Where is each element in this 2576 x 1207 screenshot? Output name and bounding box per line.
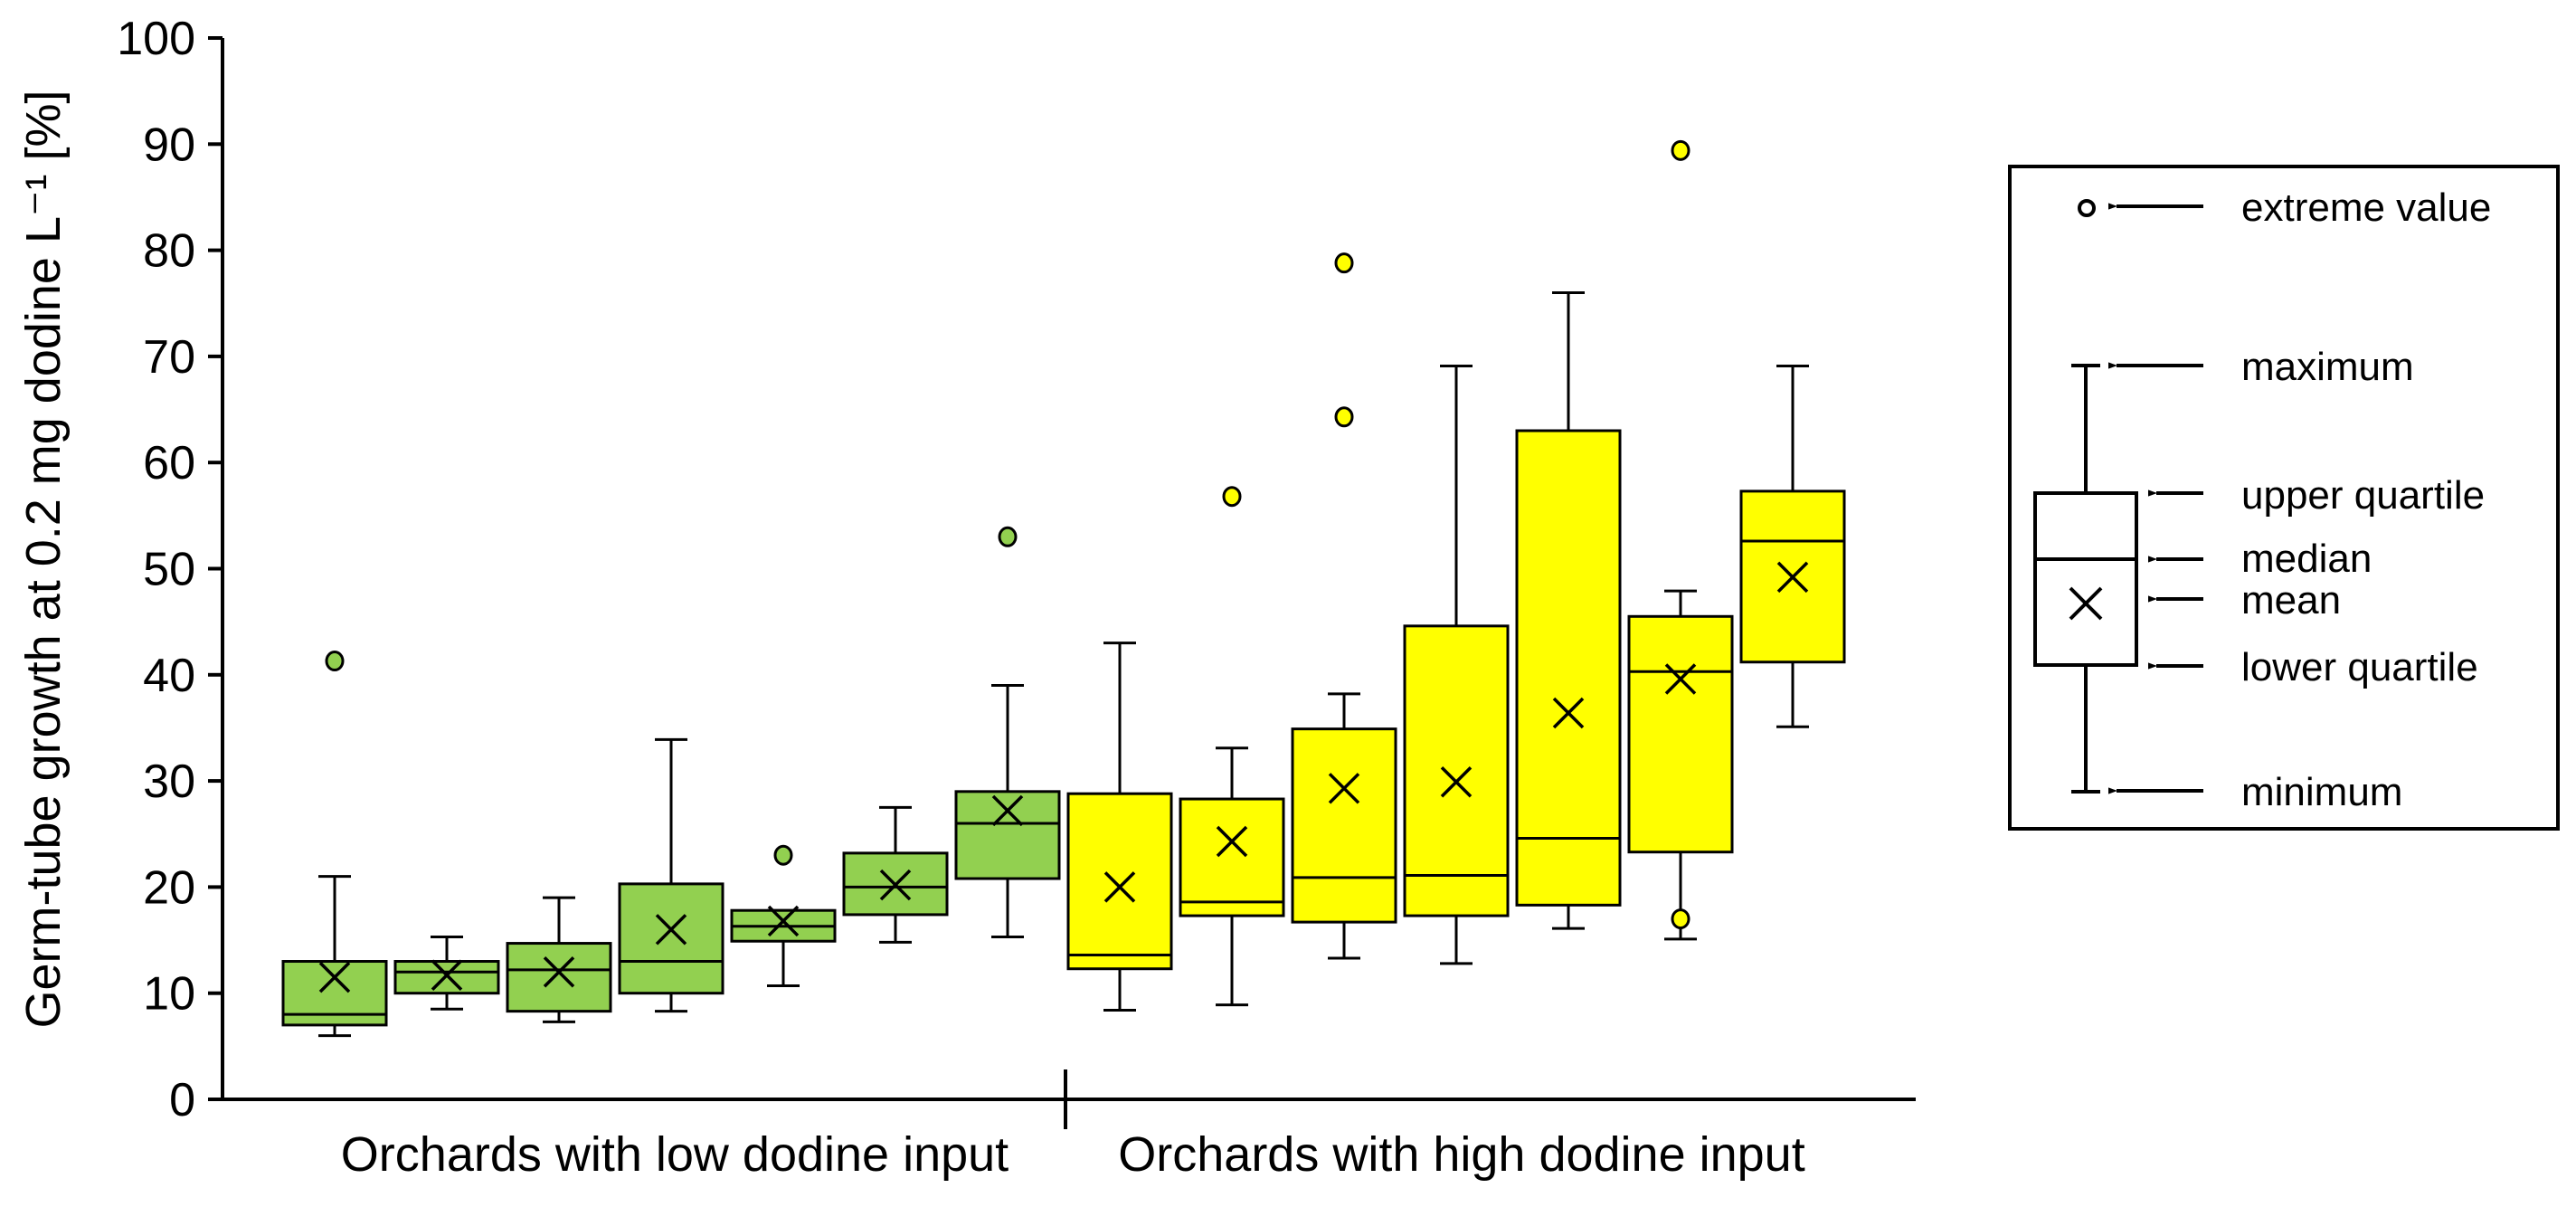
legend-label-mean: mean <box>2241 578 2341 623</box>
mean-marker <box>318 961 351 993</box>
outlier-point <box>773 844 793 866</box>
box-iqr <box>1291 727 1397 924</box>
mean-marker <box>431 959 463 991</box>
mean-marker <box>1664 663 1697 695</box>
box-iqr <box>1403 624 1510 917</box>
mean-marker <box>655 914 687 946</box>
axes: 0 10 20 30 40 50 60 70 80 90 100 <box>117 13 1916 1129</box>
y-tick-label: 10 <box>143 968 195 1021</box>
outlier-point <box>1671 139 1690 161</box>
legend-mean-marker-b <box>2069 586 2103 621</box>
mean-marker <box>1776 561 1809 594</box>
mean-marker <box>1216 825 1248 858</box>
y-tick-label: 60 <box>143 437 195 489</box>
mean-marker <box>767 905 800 937</box>
mean-marker <box>879 869 912 901</box>
legend-label-upper-quartile: upper quartile <box>2241 473 2485 518</box>
box-iqr <box>1627 614 1734 854</box>
y-tick-label: 30 <box>143 756 195 808</box>
box-iqr <box>1066 792 1173 971</box>
group-label-high-input: Orchards with high dodine input <box>1118 1127 1804 1182</box>
mean-marker <box>1328 773 1360 804</box>
legend-label-extreme: extreme value <box>2241 185 2491 230</box>
y-tick-label: 100 <box>117 13 195 65</box>
y-tick-label: 20 <box>143 861 195 914</box>
box-iqr <box>506 942 612 1013</box>
y-tick-label: 40 <box>143 650 195 702</box>
box-iqr <box>618 882 724 995</box>
legend-label-maximum: maximum <box>2241 345 2414 389</box>
legend: extreme value maximum upper quartile med… <box>2008 165 2560 831</box>
outlier-point <box>998 526 1018 547</box>
legend-label-minimum: minimum <box>2241 770 2402 814</box>
outlier-point <box>1334 252 1354 274</box>
y-axis-title: Germ-tube growth at 0.2 mg dodine L⁻¹ [%… <box>16 90 71 1029</box>
boxes <box>281 139 1846 1038</box>
box-iqr <box>1179 797 1285 917</box>
outlier-point <box>325 651 345 672</box>
outlier-point <box>1671 908 1690 930</box>
y-tick-label: 50 <box>143 544 195 596</box>
y-tick-label: 80 <box>143 225 195 278</box>
mean-marker <box>1103 871 1136 903</box>
legend-extreme-marker <box>2078 199 2096 217</box>
group-label-low-input: Orchards with low dodine input <box>341 1127 1009 1182</box>
mean-marker <box>1440 766 1473 798</box>
y-tick-label: 70 <box>143 331 195 384</box>
legend-box <box>2033 491 2138 667</box>
mean-marker <box>991 794 1024 827</box>
legend-label-median: median <box>2241 537 2372 581</box>
box-iqr <box>1515 429 1622 907</box>
box-iqr <box>954 790 1061 880</box>
y-tick-label: 0 <box>169 1074 195 1126</box>
mean-marker <box>543 956 575 988</box>
legend-label-lower-quartile: lower quartile <box>2241 645 2478 689</box>
outlier-point <box>1222 486 1242 508</box>
y-tick-label: 90 <box>143 119 195 171</box>
legend-frame <box>2008 165 2560 831</box>
mean-marker <box>1552 697 1585 729</box>
outlier-point <box>1334 406 1354 428</box>
